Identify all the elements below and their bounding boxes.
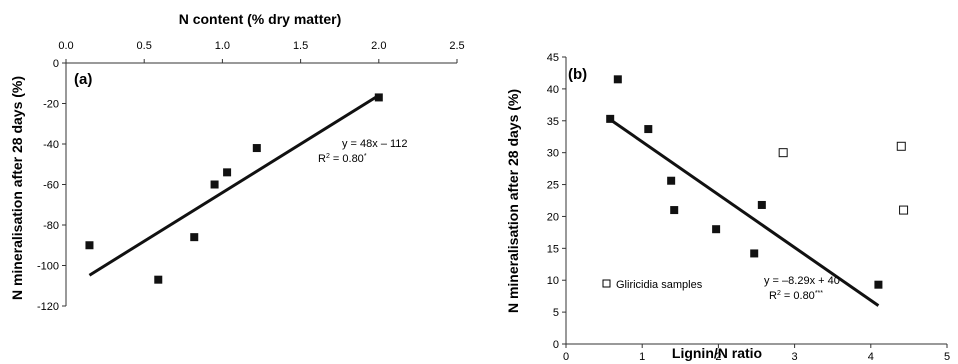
panel-b-y-tick-label: 0 [553, 339, 559, 351]
panel-b-y-tick-label: 5 [553, 307, 559, 319]
panel-a-y-tick-label: -60 [43, 180, 59, 192]
panel-b-data-point [670, 206, 679, 215]
panel-a-r-squared: R2 = 0.80* [318, 153, 367, 165]
panel-a-y-tick-label: -80 [43, 220, 59, 232]
panel-b-gliricidia-point [896, 141, 906, 151]
panel-a-x-tick-label: 0.5 [137, 40, 152, 52]
panel-b-x-tick-label: 3 [792, 351, 798, 363]
panel-b-y-tick-label: 30 [547, 148, 559, 160]
panel-b-data-point [712, 225, 721, 234]
panel-a-x-tick-label: 0.0 [58, 40, 73, 52]
panel-b-x-axis-title: Lignin/N ratio [672, 345, 762, 361]
panel-a-data-point [154, 275, 163, 284]
panel-a-x-tick-label: 2.0 [371, 40, 386, 52]
panel-a-data-point [190, 233, 199, 242]
panel-a-x-axis-title: N content (% dry matter) [179, 11, 342, 27]
panel-b-label: (b) [568, 66, 587, 83]
panel-b-gliricidia-point [778, 148, 788, 158]
panel-a-data-point [223, 168, 232, 177]
legend: Gliricidia samples [602, 279, 703, 291]
panel-a-y-tick-label: -100 [37, 261, 59, 273]
panel-a-trendline [88, 94, 380, 277]
legend-open-square-marker [602, 279, 611, 288]
panel-b-data-point [757, 200, 766, 209]
panel-b-x-tick-label: 4 [868, 351, 874, 363]
panel-a-y-tick-label: -20 [43, 99, 59, 111]
panel-a-y-tick-label: -120 [37, 301, 59, 313]
panel-b-data-point [750, 249, 759, 258]
panel-b-y-tick-label: 10 [547, 275, 559, 287]
panel-a-data-point [210, 180, 219, 189]
panel-b-data-point [613, 75, 622, 84]
panel-b-y-tick-label: 40 [547, 84, 559, 96]
panel-a-data-point [85, 241, 94, 250]
panel-b-data-point [644, 125, 653, 134]
panel-b-x-tick-label: 1 [639, 351, 645, 363]
panel-b-y-tick-label: 15 [547, 243, 559, 255]
panel-b: Lignin/N ratio N mineralisation after 28… [505, 52, 950, 363]
panel-b-data-point [606, 114, 615, 123]
panel-a-x-tick-label: 2.5 [449, 40, 464, 52]
panel-a-x-tick-label: 1.0 [215, 40, 230, 52]
panel-b-x-tick-label: 0 [563, 351, 569, 363]
panel-b-trendline [607, 116, 880, 307]
panel-a-x-tick-label: 1.5 [293, 40, 308, 52]
panel-a-data-point [252, 144, 261, 153]
legend-label: Gliricidia samples [616, 279, 703, 291]
panel-a-equation: y = 48x – 112 [342, 138, 408, 150]
panel-a-y-tick-label: 0 [53, 58, 59, 70]
panel-b-y-tick-label: 45 [547, 52, 559, 64]
panel-b-gliricidia-point [899, 205, 909, 215]
panel-b-r-squared: R2 = 0.80*** [769, 290, 823, 302]
panel-b-data-point [874, 280, 883, 289]
panel-b-data-point [667, 176, 676, 185]
panel-a-y-tick-label: -40 [43, 139, 59, 151]
panel-b-y-tick-label: 25 [547, 180, 559, 192]
panel-a-data-point [374, 93, 383, 102]
panel-a-y-axis-title: N mineralisation after 28 days (%) [9, 76, 25, 300]
panel-b-equation: y = –8.29x + 40 [764, 275, 840, 287]
panel-b-y-axis-title: N mineralisation after 28 days (%) [505, 89, 521, 313]
panel-a-label: (a) [74, 71, 92, 88]
panel-b-x-tick-label: 2 [715, 351, 721, 363]
panel-a: N content (% dry matter) N mineralisatio… [9, 11, 465, 313]
panel-b-y-tick-label: 35 [547, 116, 559, 128]
panel-b-y-tick-label: 20 [547, 211, 559, 223]
panel-b-x-tick-label: 5 [944, 351, 950, 363]
